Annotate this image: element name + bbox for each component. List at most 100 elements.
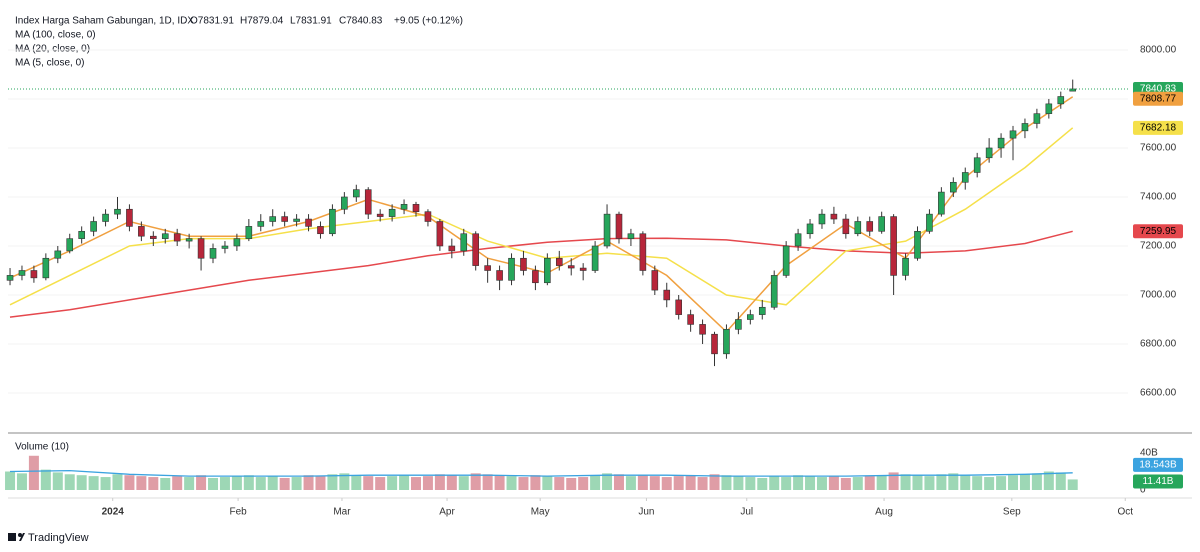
volume-bar <box>315 476 326 490</box>
candle-body <box>1021 123 1029 132</box>
candle-body <box>161 233 169 239</box>
volume-tag: 11.41B <box>1143 476 1174 487</box>
candle-body <box>114 208 121 215</box>
volume-bar <box>900 474 911 490</box>
candle-body <box>257 221 265 227</box>
candle-body <box>735 319 742 330</box>
change: +9.05 (+0.12%) <box>394 16 463 27</box>
x-tick-label: 2024 <box>102 507 125 518</box>
candle-body <box>376 213 384 217</box>
y-tick-label: 7200.00 <box>1140 241 1177 252</box>
candle-body <box>412 204 420 212</box>
candle-body <box>902 257 909 276</box>
x-tick-label: May <box>531 507 550 518</box>
candle-body <box>520 257 527 271</box>
volume-bar <box>566 477 577 490</box>
volume-bar <box>196 475 207 490</box>
candle-body <box>400 204 408 210</box>
candle-body <box>747 314 754 320</box>
volume-bar <box>757 477 768 490</box>
candle-body <box>150 235 157 239</box>
volume-bar <box>960 475 971 490</box>
volume-bar <box>160 477 171 490</box>
candle-body <box>424 211 432 222</box>
volume-title: Volume (10) <box>15 442 69 453</box>
y-tick-label: 7000.00 <box>1140 290 1177 301</box>
volume-bar <box>52 472 63 490</box>
candle-body <box>579 267 587 271</box>
candle-body <box>54 250 62 259</box>
volume-bar <box>685 475 696 490</box>
candle-body <box>806 223 814 235</box>
volume-bar <box>864 476 875 490</box>
ma-value-tag: 7259.95 <box>1140 226 1177 237</box>
y-tick-label: 40B <box>1140 448 1158 459</box>
volume-bar <box>267 476 278 490</box>
volume-bar <box>363 476 374 490</box>
candle-body <box>364 189 372 215</box>
candle-body <box>830 213 838 220</box>
candle-body <box>854 221 862 235</box>
brand-logo <box>8 533 25 541</box>
volume-bar <box>578 477 589 490</box>
ma-line <box>9 230 1073 318</box>
volume-bar <box>172 476 183 490</box>
candle-body <box>293 218 300 222</box>
volume-bar <box>387 476 398 490</box>
candle-body <box>281 216 288 222</box>
candle-body <box>555 257 563 266</box>
volume-bar <box>805 476 816 490</box>
candle-body <box>138 226 145 237</box>
candle-body <box>173 233 181 242</box>
candle-body <box>329 208 336 235</box>
volume-bar <box>16 473 27 490</box>
volume-bar <box>411 477 421 490</box>
volume-bar <box>984 477 995 490</box>
volume-bar <box>840 477 851 490</box>
volume-bar <box>506 476 517 490</box>
candle-body <box>723 329 730 355</box>
candle-body <box>544 257 551 284</box>
volume-bar <box>793 475 804 490</box>
volume-bar <box>136 476 147 490</box>
candle-body <box>1033 113 1041 124</box>
ohlc-close: C7840.83 <box>339 16 383 27</box>
candle-body <box>782 245 790 276</box>
volume-bar <box>554 477 565 490</box>
x-tick-label: Oct <box>1117 507 1133 518</box>
volume-bar <box>733 476 744 490</box>
ohlc-low: L7831.91 <box>290 16 332 27</box>
volume-ma-line <box>9 469 1073 477</box>
candle-body <box>484 265 491 271</box>
candle-body <box>914 230 921 259</box>
volume-bar <box>458 476 469 490</box>
candle-body <box>352 189 360 198</box>
volume-bar <box>948 473 959 490</box>
volume-bar <box>351 475 362 490</box>
candle-body <box>6 275 14 281</box>
ohlc-high: H7879.04 <box>240 16 284 27</box>
y-tick-label: 0 <box>1140 485 1146 496</box>
volume-bar <box>924 476 935 490</box>
volume-bar <box>399 475 410 490</box>
ohlc-open: O7831.91 <box>190 16 234 27</box>
candle-body <box>878 216 885 232</box>
volume-bar <box>936 474 947 490</box>
candle-body <box>985 147 993 159</box>
volume-ma-tag: 18.543B <box>1139 459 1177 470</box>
volume-bar <box>697 477 708 490</box>
volume-bar <box>781 477 792 490</box>
volume-bar <box>64 474 75 490</box>
volume-bar <box>208 477 219 490</box>
candle-body <box>1057 96 1065 105</box>
volume-bar <box>219 477 230 490</box>
symbol-title: Index Harga Saham Gabungan, 1D, IDX <box>15 16 194 27</box>
candle-body <box>961 172 969 183</box>
volume-bar <box>422 476 433 490</box>
volume-bar <box>912 475 923 490</box>
volume-bar <box>745 477 756 490</box>
volume-bar <box>769 476 780 490</box>
volume-bar <box>339 473 350 490</box>
